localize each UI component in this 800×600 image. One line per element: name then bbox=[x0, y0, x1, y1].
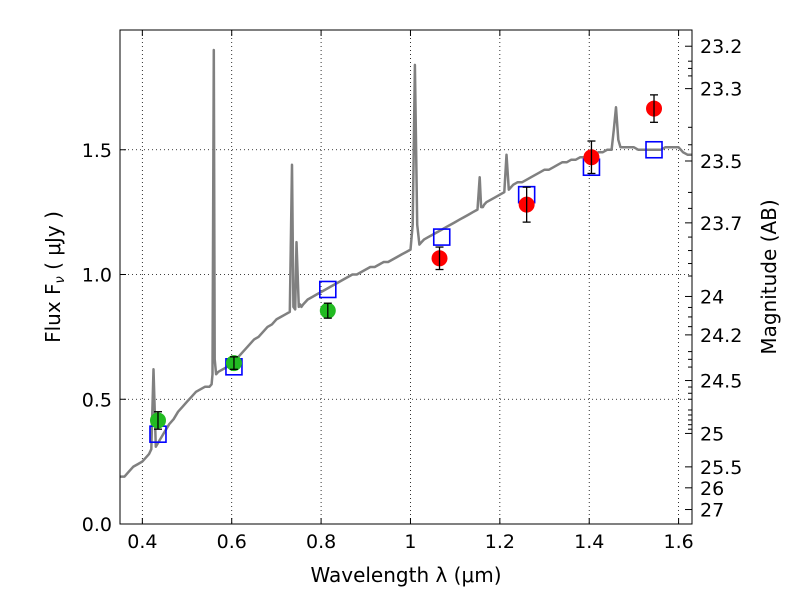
y-tick-label: 0.0 bbox=[82, 514, 112, 536]
x-tick-label: 0.8 bbox=[306, 531, 336, 553]
spectrum-layer bbox=[120, 48, 692, 478]
y-tick-label: 1.0 bbox=[82, 265, 112, 287]
y2-tick-label: 23.2 bbox=[700, 36, 742, 58]
x-tick-label: 1.2 bbox=[485, 531, 515, 553]
y2-tick-label: 27 bbox=[700, 500, 724, 522]
y-axis-label: Flux Fν ( μJy ) bbox=[41, 211, 68, 343]
y-axis-label-unit: ( μJy ) bbox=[41, 211, 65, 276]
y2-tick-label: 23.7 bbox=[700, 213, 742, 235]
x-tick-label: 0.6 bbox=[217, 531, 247, 553]
x-tick-label: 1.4 bbox=[574, 531, 604, 553]
model-square-marker bbox=[432, 228, 451, 246]
y2-tick-label: 24 bbox=[700, 286, 724, 308]
x-axis-label: Wavelength λ (μm) bbox=[310, 563, 501, 587]
y2-tick-label: 23.3 bbox=[700, 79, 742, 101]
y2-tick-label: 24.2 bbox=[700, 325, 742, 347]
y2-tick-label: 23.5 bbox=[700, 151, 742, 173]
grid bbox=[120, 30, 692, 525]
y2-tick-label: 25 bbox=[700, 423, 724, 445]
plot-frame bbox=[119, 29, 693, 525]
x-tick-label: 1 bbox=[404, 531, 416, 553]
y2-tick-label: 25.5 bbox=[700, 457, 742, 479]
x-axis: 0.4 0.6 0.8 1 1.2 1.4 1.6 bbox=[127, 30, 694, 553]
y-tick-label: 1.5 bbox=[82, 140, 112, 162]
y-axis-label-sub: ν bbox=[53, 276, 68, 283]
x-tick-label: 1.6 bbox=[663, 531, 693, 553]
y2-axis-label: Magnitude (AB) bbox=[757, 199, 781, 354]
y-axis: 0.0 0.5 1.0 1.5 bbox=[82, 140, 126, 536]
y-axis-label-main: Flux F bbox=[41, 283, 65, 342]
y2-tick-label: 24.5 bbox=[700, 371, 742, 393]
model-square-marker bbox=[318, 280, 337, 299]
spectrum-line bbox=[120, 48, 692, 478]
markers-layer bbox=[149, 94, 663, 443]
model-square-marker bbox=[645, 140, 663, 159]
y-tick-label: 0.5 bbox=[82, 389, 112, 411]
x-tick-label: 0.4 bbox=[127, 531, 157, 553]
y2-tick-label: 26 bbox=[700, 478, 724, 500]
